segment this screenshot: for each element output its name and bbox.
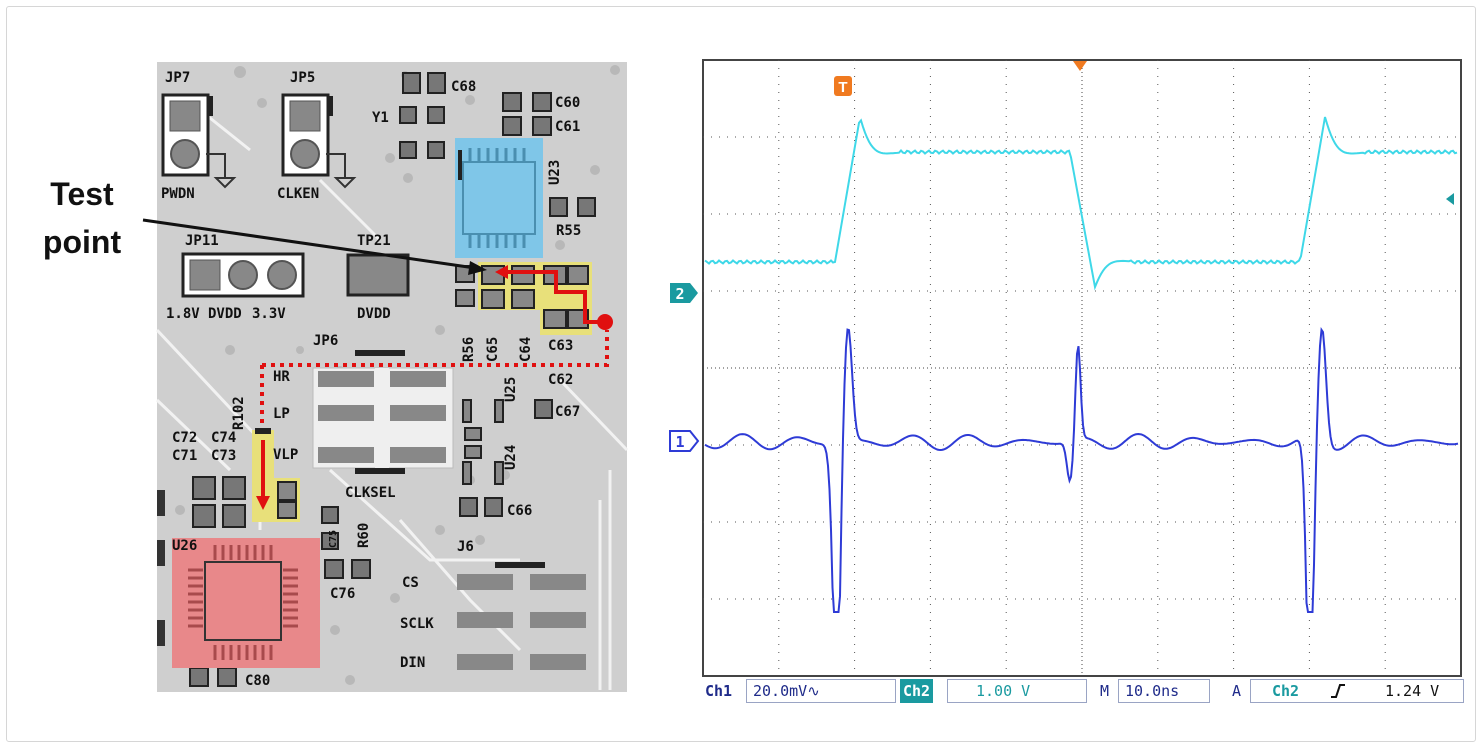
callout-arrow <box>142 218 476 270</box>
ref-c72: C72 <box>172 430 197 446</box>
ref-j6: J6 <box>457 539 474 555</box>
ic-u26 <box>172 538 320 668</box>
ch2-scale: 1.00 V <box>947 679 1087 703</box>
trigger-source: Ch2 <box>1272 682 1300 700</box>
ref-jp11: JP11 <box>185 233 219 249</box>
connector-j6 <box>457 562 586 670</box>
trigger-time-marker <box>834 76 852 96</box>
edge-parts <box>157 490 165 646</box>
ch2-label: Ch2 <box>900 679 934 703</box>
channel-markers: 2 1 <box>669 283 700 452</box>
trigger-level: 1.24 V <box>1385 682 1440 700</box>
ch1-scale: 20.0mV <box>753 682 808 700</box>
ref-u23: U23 <box>547 160 563 185</box>
ref-3-3v: 3.3V <box>252 306 286 322</box>
jumper-jp7 <box>161 93 237 189</box>
ref-clksel: CLKSEL <box>345 485 396 501</box>
ref-u26: U26 <box>172 538 197 554</box>
regulators-u25-u24 <box>462 399 504 485</box>
ref-sclk: SCLK <box>400 616 434 632</box>
ref-c80: C80 <box>245 673 270 689</box>
ref-lp: LP <box>273 406 290 422</box>
ch1-ground-marker <box>669 430 700 452</box>
figure-frame <box>6 6 1476 742</box>
trigger-position-marker <box>1073 61 1087 71</box>
callout-label-line1: Test <box>50 176 114 212</box>
ref-c74: C74 <box>211 430 236 446</box>
ref-1-8v: 1.8V <box>166 306 200 322</box>
current-path-arrows <box>256 265 613 510</box>
ref-r60: R60 <box>356 523 372 548</box>
trigger-box <box>1250 679 1464 703</box>
power-domain-boundary <box>260 330 609 430</box>
ref-c62: C62 <box>548 372 573 388</box>
ch1-label: Ch1 <box>705 682 733 700</box>
ref-y1: Y1 <box>372 110 389 126</box>
ref-c75: C75 <box>328 530 339 548</box>
ref-r102: R102 <box>231 396 247 430</box>
ac-coupling-icon: ∿ <box>807 682 820 700</box>
oscilloscope-screen: T <box>702 59 1462 677</box>
ref-tp21: TP21 <box>357 233 391 249</box>
ref-c65: C65 <box>485 337 501 362</box>
ref-vlp: VLP <box>273 447 298 463</box>
ch1-waveform <box>704 327 1459 613</box>
timebase-label: M <box>1100 682 1110 700</box>
ch2-marker-label: 2 <box>675 285 684 303</box>
trigger-level-marker <box>1446 193 1454 205</box>
callout-label-line2: point <box>43 224 122 260</box>
ref-c68: C68 <box>451 79 476 95</box>
timebase-value: 10.0ns <box>1118 679 1210 703</box>
ref-r55: R55 <box>556 223 581 239</box>
scope-graticule <box>703 60 1461 676</box>
ref-din: DIN <box>400 655 425 671</box>
ref-c64: C64 <box>518 337 534 362</box>
test-pad-tp21 <box>346 253 410 297</box>
ref-u24: U24 <box>503 445 519 470</box>
ref-dvdd-jp11: DVDD <box>208 306 242 322</box>
ref-c67: C67 <box>555 404 580 420</box>
ref-c60: C60 <box>555 95 580 111</box>
ref-c61: C61 <box>555 119 580 135</box>
ref-cs: CS <box>402 575 419 591</box>
ref-dvdd-tp21: DVDD <box>357 306 391 322</box>
yellow-highlight-pll <box>252 428 300 522</box>
ref-c76: C76 <box>330 586 355 602</box>
ref-clken: CLKEN <box>277 186 319 202</box>
ch1-scale-box: 20.0mV∿ <box>746 679 896 703</box>
pcb-layout-diagram: Test point JP7 JP5 C68 C60 C61 Y1 PWDN C… <box>43 62 629 692</box>
ref-jp5: JP5 <box>290 70 315 86</box>
jumper-jp6 <box>312 350 454 474</box>
ref-hr: HR <box>273 369 290 385</box>
ch2-ground-marker <box>670 283 698 303</box>
ref-jp6: JP6 <box>313 333 338 349</box>
pcb-passives <box>189 72 596 687</box>
ref-r56: R56 <box>461 337 477 362</box>
ref-c66: C66 <box>507 503 532 519</box>
jumper-jp11 <box>181 252 305 298</box>
silkscreen-labels: JP7 JP5 C68 C60 C61 Y1 PWDN CLKEN U23 R5… <box>161 70 581 689</box>
rising-edge-icon <box>1331 684 1345 698</box>
jumper-jp5 <box>281 93 357 189</box>
callout-arrowhead <box>468 261 487 275</box>
trigger-label: A <box>1232 682 1242 700</box>
ref-u25: U25 <box>503 377 519 402</box>
ch1-marker-label: 1 <box>675 433 684 451</box>
ref-c63: C63 <box>548 338 573 354</box>
ref-pwdn: PWDN <box>161 186 195 202</box>
ref-c73: C73 <box>211 448 236 464</box>
ref-jp7: JP7 <box>165 70 190 86</box>
ref-c71: C71 <box>172 448 197 464</box>
ch2-waveform <box>704 116 1458 291</box>
trigger-marker-label: T <box>838 79 847 96</box>
ic-u23 <box>455 138 543 258</box>
